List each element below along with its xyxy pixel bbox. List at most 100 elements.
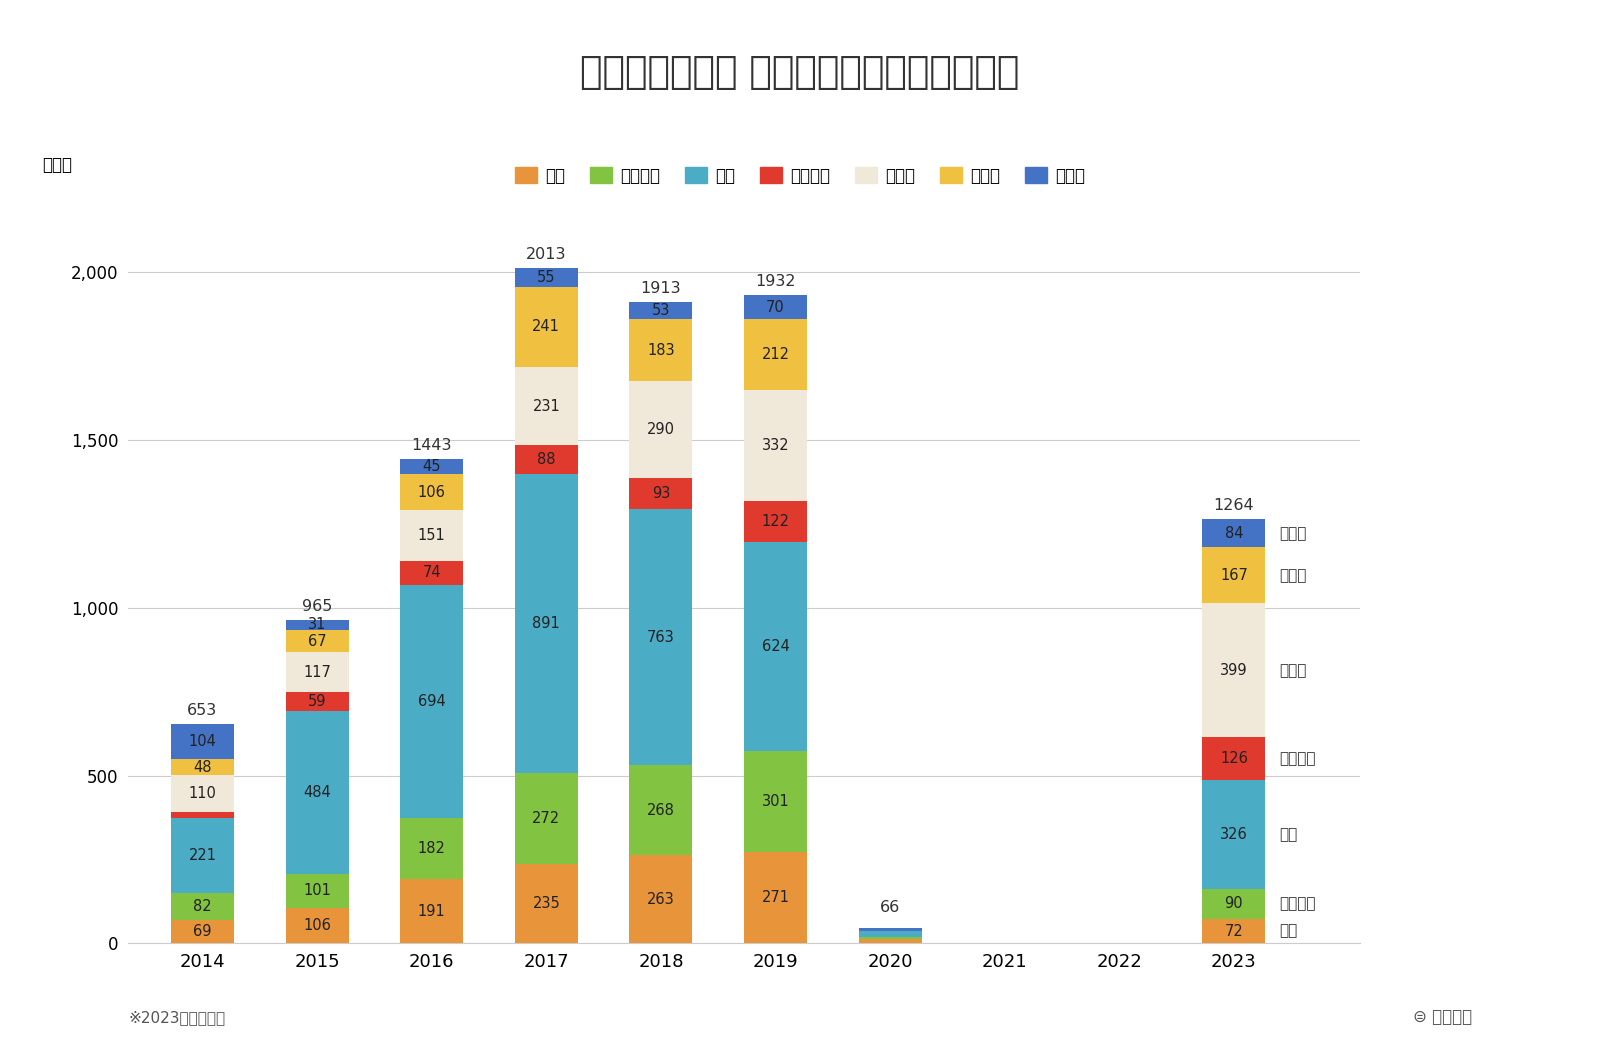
Bar [629,855,693,943]
Text: 126: 126 [1219,751,1248,766]
Legend: 沖縄, 南西諸島, 九州, 瀬戸内海, 太平洋, 日本海, 北海道: 沖縄, 南西諸島, 九州, 瀬戸内海, 太平洋, 日本海, 北海道 [509,160,1091,192]
Bar [629,380,693,478]
Text: 1913: 1913 [640,281,682,296]
Text: 南西諸島: 南西諸島 [1280,896,1315,912]
Text: 48: 48 [194,760,211,774]
Text: ⊜ 訪日ラボ: ⊜ 訪日ラボ [1413,1008,1472,1026]
Text: 241: 241 [533,320,560,334]
Text: 北海道: 北海道 [1280,526,1307,541]
Bar [171,812,234,818]
Bar [171,893,234,920]
Bar [629,509,693,765]
Bar [744,852,806,943]
Bar [1203,738,1266,780]
Bar [400,586,464,818]
Text: 82: 82 [194,899,211,914]
Bar [171,818,234,893]
Text: 55: 55 [538,269,555,285]
Text: 694: 694 [418,694,445,709]
Text: 117: 117 [302,664,331,679]
Text: 182: 182 [418,842,446,856]
Bar [859,937,922,939]
Text: 59: 59 [307,694,326,709]
Bar [515,444,578,475]
Text: 93: 93 [651,486,670,501]
Bar [515,268,578,286]
Text: 191: 191 [418,903,445,919]
Text: 1932: 1932 [755,275,795,289]
Bar [1203,889,1266,919]
Text: 624: 624 [762,639,789,654]
Bar [285,619,349,630]
Bar [744,751,806,852]
Bar [515,286,578,368]
Bar [285,712,349,874]
Text: 399: 399 [1221,663,1248,678]
Text: 106: 106 [418,484,446,500]
Bar [744,319,806,390]
Bar [171,724,234,759]
Bar [629,478,693,509]
Bar [400,510,464,561]
Text: 231: 231 [533,398,560,414]
Text: 66: 66 [880,900,901,915]
Text: 301: 301 [762,794,789,809]
Bar [171,759,234,776]
Text: 212: 212 [762,347,789,362]
Bar [1203,520,1266,547]
Text: 268: 268 [646,803,675,817]
Text: 167: 167 [1219,568,1248,583]
Text: 122: 122 [762,515,789,529]
Bar [859,929,922,931]
Text: 183: 183 [646,343,675,357]
Text: 235: 235 [533,896,560,912]
Bar [1203,919,1266,943]
Bar [744,542,806,751]
Bar [400,818,464,879]
Text: 67: 67 [307,634,326,649]
Bar [629,765,693,855]
Text: 484: 484 [304,785,331,800]
Text: 332: 332 [762,438,789,453]
Text: 31: 31 [307,617,326,632]
Text: 101: 101 [302,883,331,898]
Text: 72: 72 [1224,923,1243,939]
Text: 221: 221 [189,848,216,863]
Text: 965: 965 [302,598,333,613]
Text: （回）: （回） [42,155,72,174]
Text: 45: 45 [422,459,442,475]
Text: 九州: 九州 [1280,827,1298,842]
Text: 外国クルーズ船 寄港回数の内訳（地域別）: 外国クルーズ船 寄港回数の内訳（地域別） [581,56,1019,91]
Text: 271: 271 [762,890,789,905]
Text: 891: 891 [533,616,560,631]
Text: 104: 104 [189,735,216,749]
Bar [744,390,806,501]
Text: 沖縄: 沖縄 [1280,923,1298,939]
Text: 110: 110 [189,786,216,801]
Bar [400,879,464,943]
Bar [285,908,349,943]
Bar [629,302,693,320]
Bar [285,874,349,908]
Bar [1203,547,1266,604]
Text: 84: 84 [1224,526,1243,541]
Text: 290: 290 [646,422,675,437]
Text: 瀬戸内海: 瀬戸内海 [1280,751,1315,766]
Text: 90: 90 [1224,896,1243,912]
Text: 263: 263 [646,892,675,907]
Text: 69: 69 [194,924,211,939]
Bar [744,296,806,319]
Bar [515,773,578,865]
Text: 106: 106 [302,918,331,933]
Bar [400,475,464,510]
Text: 272: 272 [533,811,560,826]
Bar [400,459,464,475]
Bar [171,920,234,943]
Text: 653: 653 [187,703,218,718]
Bar [1203,780,1266,889]
Bar [285,630,349,653]
Bar [515,368,578,444]
Bar [515,865,578,943]
Text: 326: 326 [1221,827,1248,842]
Bar [171,776,234,812]
